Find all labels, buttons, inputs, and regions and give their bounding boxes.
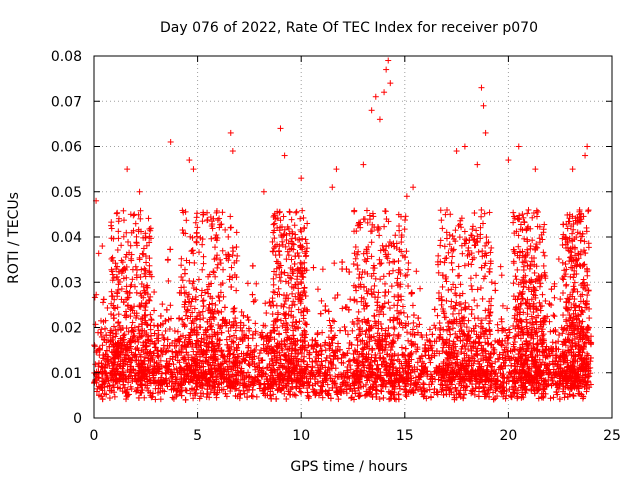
data-point [319,266,326,273]
data-point [258,334,265,341]
data-points [91,57,595,403]
data-point [253,280,260,287]
data-point [233,287,240,294]
data-point [403,393,410,400]
data-point [499,302,506,309]
data-point [395,258,402,265]
data-point [462,299,469,306]
data-point [234,252,241,259]
data-point [389,360,396,367]
data-point [343,390,350,397]
data-point [426,326,433,333]
data-point [92,321,99,328]
data-point [162,327,169,334]
data-point [431,322,438,329]
data-point [396,385,403,392]
data-point [270,391,277,398]
data-point [439,348,446,355]
data-point [362,381,369,388]
data-point [151,307,158,314]
data-point [434,312,441,319]
data-point [288,275,295,282]
data-point [404,329,411,336]
data-point [426,386,433,393]
data-point [413,268,420,275]
data-point [262,300,269,307]
data-point [349,327,356,334]
data-point [223,393,230,400]
data-point [555,256,562,263]
data-point [95,250,102,257]
data-point [106,395,113,402]
data-point [237,324,244,331]
data-point [345,345,352,352]
data-point [433,338,440,345]
data-point [292,392,299,399]
data-point [232,327,239,334]
data-point [326,317,333,324]
data-point [373,307,380,314]
chart-title: Day 076 of 2022, Rate Of TEC Index for r… [160,20,538,36]
data-point [503,392,510,399]
data-point [547,395,554,402]
data-point [167,302,174,309]
data-point [174,328,181,335]
data-point [113,330,120,337]
data-point [348,395,355,402]
data-point [203,394,210,401]
data-point [170,395,177,402]
data-point [187,390,194,397]
data-point [281,390,288,397]
data-point [244,280,251,287]
data-point [187,303,194,310]
data-point [494,321,501,328]
